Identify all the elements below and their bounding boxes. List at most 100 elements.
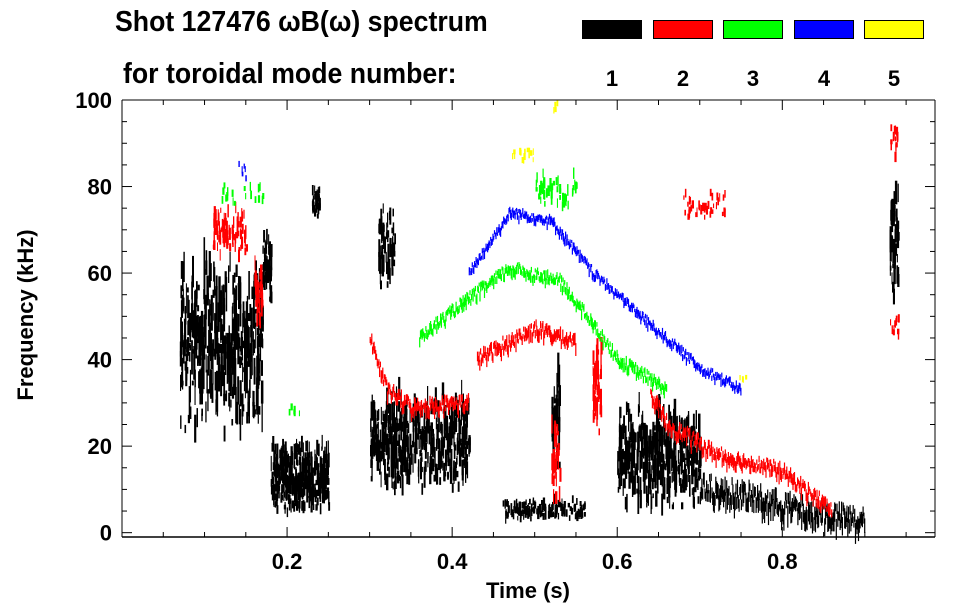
mode-1-streak bbox=[424, 426, 428, 443]
mode-1-streak bbox=[424, 461, 427, 472]
mode-2-track-point bbox=[766, 457, 768, 463]
mode-2-streak bbox=[689, 200, 691, 205]
mode-1-streak bbox=[326, 487, 330, 499]
mode-2-track-point bbox=[519, 328, 521, 340]
mode-1-streak bbox=[384, 238, 386, 251]
mode-4-track-point bbox=[644, 319, 646, 326]
mode-4-track-point bbox=[681, 344, 683, 353]
mode-3-track-point bbox=[485, 281, 487, 291]
mode-1-track-point bbox=[824, 504, 827, 525]
mode-3-track-point bbox=[440, 317, 442, 328]
mode-1-streak bbox=[449, 405, 451, 420]
mode-2-track-point bbox=[672, 423, 674, 431]
mode-2-track-point bbox=[513, 335, 515, 346]
mode-3-track-point bbox=[630, 361, 632, 368]
mode-1-streak bbox=[439, 463, 441, 474]
mode-1-streak bbox=[205, 401, 207, 423]
mode-1-streak bbox=[391, 415, 395, 433]
mode-1-streak bbox=[215, 326, 219, 354]
mode-1-track-point bbox=[760, 483, 762, 498]
mode-3-track-point bbox=[504, 268, 506, 274]
mode-3-track-point bbox=[660, 387, 662, 395]
mode-4-track-point bbox=[587, 262, 590, 268]
mode-1-streak bbox=[420, 431, 422, 448]
mode-1-streak bbox=[212, 302, 214, 321]
mode-4-track-point bbox=[627, 299, 630, 308]
mode-4-track-point bbox=[469, 268, 471, 273]
mode-1-streak bbox=[894, 224, 897, 243]
mode-4-track-point bbox=[614, 292, 616, 296]
mode-1-streak bbox=[409, 457, 412, 475]
mode-2-streak bbox=[690, 197, 691, 203]
mode-1-streak bbox=[316, 469, 318, 486]
mode-4-track-point bbox=[481, 248, 483, 254]
mode-1-track-point bbox=[784, 501, 786, 515]
mode-1-streak bbox=[321, 458, 323, 472]
mode-2-streak bbox=[724, 190, 726, 198]
mode-1-streak bbox=[236, 313, 238, 334]
mode-1-streak bbox=[387, 243, 390, 262]
mode-1-streak bbox=[197, 355, 199, 366]
mode-1-streak bbox=[220, 364, 223, 397]
mode-2-streak bbox=[223, 241, 226, 248]
mode-2-streak bbox=[892, 329, 894, 335]
mode-3-track-point bbox=[443, 319, 446, 327]
mode-1-streak bbox=[890, 199, 894, 222]
mode-1-streak bbox=[668, 483, 671, 498]
mode-1-streak bbox=[323, 455, 325, 464]
mode-1-streak bbox=[314, 487, 316, 500]
mode-1-streak bbox=[625, 437, 628, 456]
mode-4-track-point bbox=[721, 379, 724, 386]
mode-2-track-point bbox=[751, 459, 753, 468]
mode-1-streak bbox=[187, 414, 190, 424]
mode-3-track-point bbox=[493, 273, 496, 278]
mode-4-track-point bbox=[581, 255, 583, 262]
mode-3-track-point bbox=[620, 357, 622, 368]
mode-1-streak bbox=[182, 380, 184, 386]
mode-4-track-point bbox=[551, 217, 553, 223]
mode-1-streak bbox=[240, 357, 243, 366]
mode-2-track-point bbox=[529, 324, 531, 333]
mode-1-track-point bbox=[727, 488, 729, 505]
mode-1-track-point bbox=[714, 495, 716, 506]
mode-1-streak bbox=[303, 474, 305, 492]
mode-4-track-point bbox=[736, 385, 738, 393]
mode-2-track-point bbox=[430, 398, 433, 404]
mode-1-streak bbox=[314, 449, 316, 466]
mode-1-streak bbox=[197, 305, 200, 312]
mode-1-streak bbox=[397, 401, 401, 412]
mode-1-streak bbox=[318, 482, 320, 490]
mode-1-streak bbox=[462, 428, 465, 438]
mode-1-track-point bbox=[757, 493, 759, 513]
mode-1-streak bbox=[397, 423, 399, 431]
mode-2-streak bbox=[551, 473, 553, 485]
mode-1-streak bbox=[558, 461, 561, 469]
mode-3-track-point bbox=[533, 274, 536, 283]
mode-2-track-point bbox=[504, 339, 506, 349]
mode-3-track-point bbox=[599, 333, 601, 342]
mode-1-streak bbox=[654, 471, 657, 479]
mode-1-streak bbox=[391, 458, 394, 479]
mode-3-track-point bbox=[598, 333, 600, 340]
mode-4-track-point bbox=[642, 311, 644, 316]
mode-2-track-point bbox=[747, 461, 749, 467]
mode-1-streak bbox=[379, 269, 381, 285]
mode-1-track-point bbox=[758, 490, 760, 501]
mode-2-track-point bbox=[804, 480, 806, 492]
mode-2-track-point bbox=[556, 329, 558, 338]
mode-1-streak bbox=[513, 507, 515, 513]
mode-1-streak bbox=[312, 206, 314, 211]
mode-1-streak bbox=[696, 443, 698, 465]
mode-1-streak bbox=[311, 185, 314, 196]
mode-3-track-point bbox=[530, 266, 532, 273]
mode-3-streak bbox=[566, 194, 567, 202]
mode-1-track-point bbox=[806, 509, 808, 531]
mode-4-track-point bbox=[713, 373, 715, 380]
mode-4-track-point bbox=[513, 210, 515, 219]
mode-3-track-point bbox=[559, 272, 561, 279]
mode-2-track-point bbox=[427, 405, 429, 418]
mode-1-streak bbox=[317, 205, 320, 215]
mode-2-streak bbox=[214, 213, 217, 223]
mode-1-streak bbox=[693, 428, 696, 450]
mode-2-track-point bbox=[728, 455, 730, 469]
